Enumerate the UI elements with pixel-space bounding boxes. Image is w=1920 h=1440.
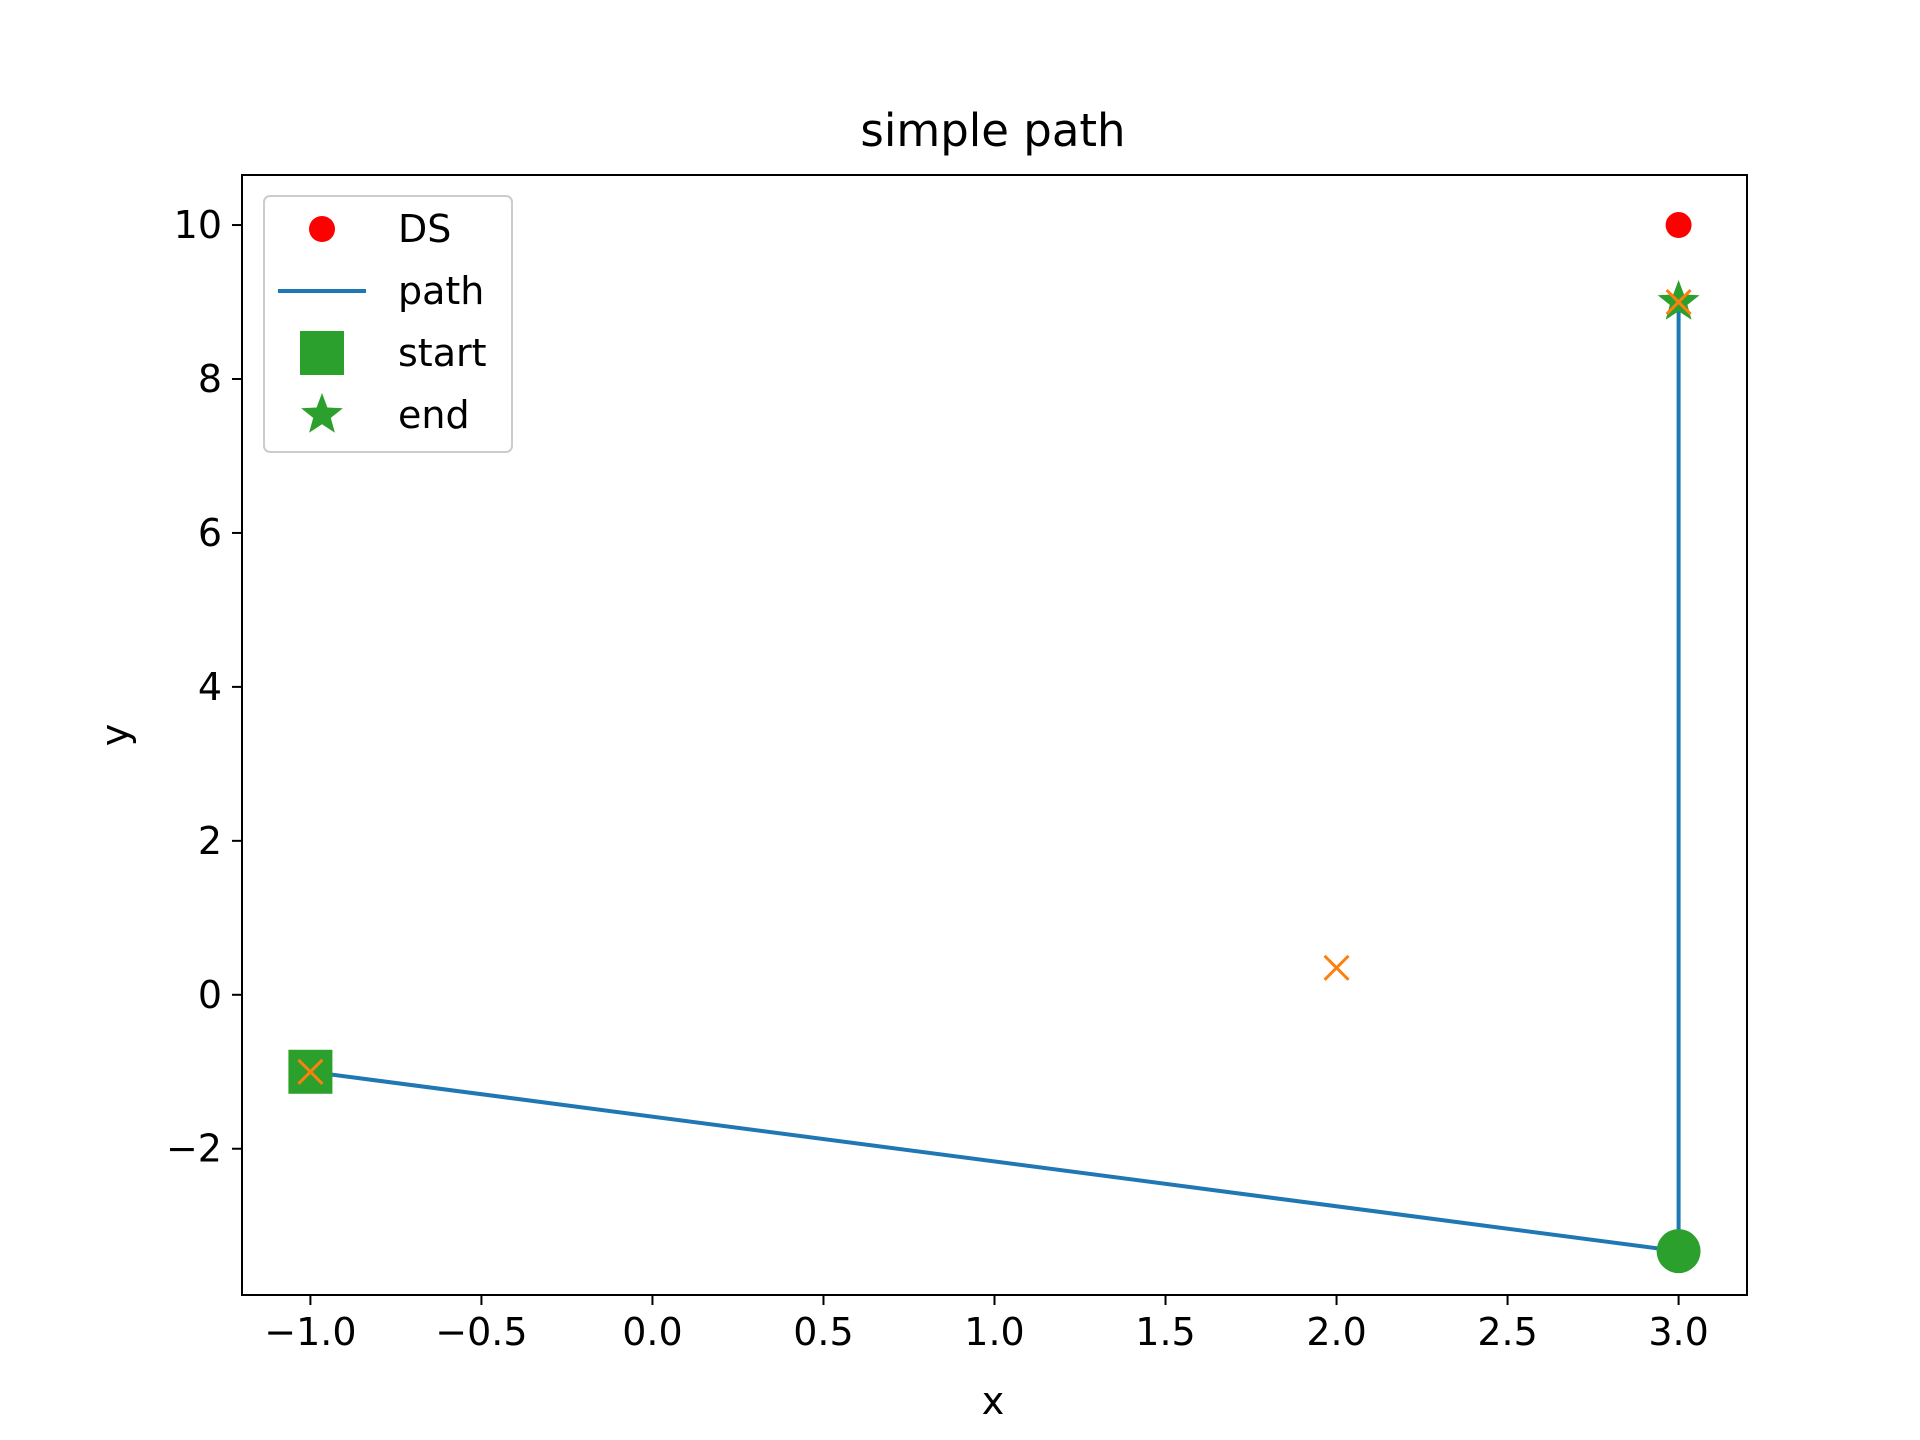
- marker-x-2: [1665, 288, 1692, 316]
- x-tick-label: 1.5: [1135, 1310, 1195, 1354]
- x-tick-label: 2.0: [1306, 1310, 1366, 1354]
- x-tick-label: −1.0: [264, 1310, 356, 1354]
- legend: DS path start end: [263, 195, 513, 453]
- legend-frame: [263, 195, 513, 453]
- x-tick-label: −0.5: [435, 1310, 527, 1354]
- legend-DS-swatch: [309, 216, 335, 242]
- y-tick-label: 10: [174, 203, 222, 247]
- y-tick-label: 0: [198, 973, 222, 1017]
- x-tick-label: 0.5: [793, 1310, 853, 1354]
- legend-path-label: path: [398, 269, 484, 313]
- legend-end-swatch: [301, 393, 343, 433]
- x-stroke: [1323, 954, 1350, 981]
- series-DS-point-0: [1665, 212, 1692, 239]
- x-stroke: [1665, 288, 1692, 316]
- marker-x-0: [297, 1058, 324, 1085]
- marker-circle-large-0: [1656, 1229, 1701, 1274]
- x-tick-label: 1.0: [964, 1310, 1024, 1354]
- y-tick-label: 2: [198, 819, 222, 863]
- legend-DS-label: DS: [398, 207, 451, 251]
- plot-area: [288, 212, 1701, 1274]
- x-tick-label: 2.5: [1477, 1310, 1537, 1354]
- y-axis: −2 0 2 4 6 8 10: [166, 203, 242, 1171]
- y-tick-label: 4: [198, 665, 222, 709]
- chart-title: simple path: [860, 104, 1125, 157]
- y-axis-label: y: [93, 724, 137, 747]
- x-stroke: [297, 1058, 324, 1085]
- x-axis-label: x: [982, 1379, 1005, 1423]
- legend-start-swatch: [300, 331, 344, 375]
- x-tick-label: 3.0: [1648, 1310, 1708, 1354]
- marker-x-1: [1323, 954, 1350, 981]
- y-tick-label: 6: [198, 511, 222, 555]
- y-tick-label: 8: [198, 357, 222, 401]
- legend-end-label: end: [398, 393, 470, 437]
- legend-start-label: start: [398, 331, 487, 375]
- x-axis: −1.0 −0.5 0.0 0.5 1.0 1.5 2.0 2.5 3.0: [264, 1295, 1709, 1354]
- y-tick-label: −2: [166, 1127, 222, 1171]
- x-tick-label: 0.0: [622, 1310, 682, 1354]
